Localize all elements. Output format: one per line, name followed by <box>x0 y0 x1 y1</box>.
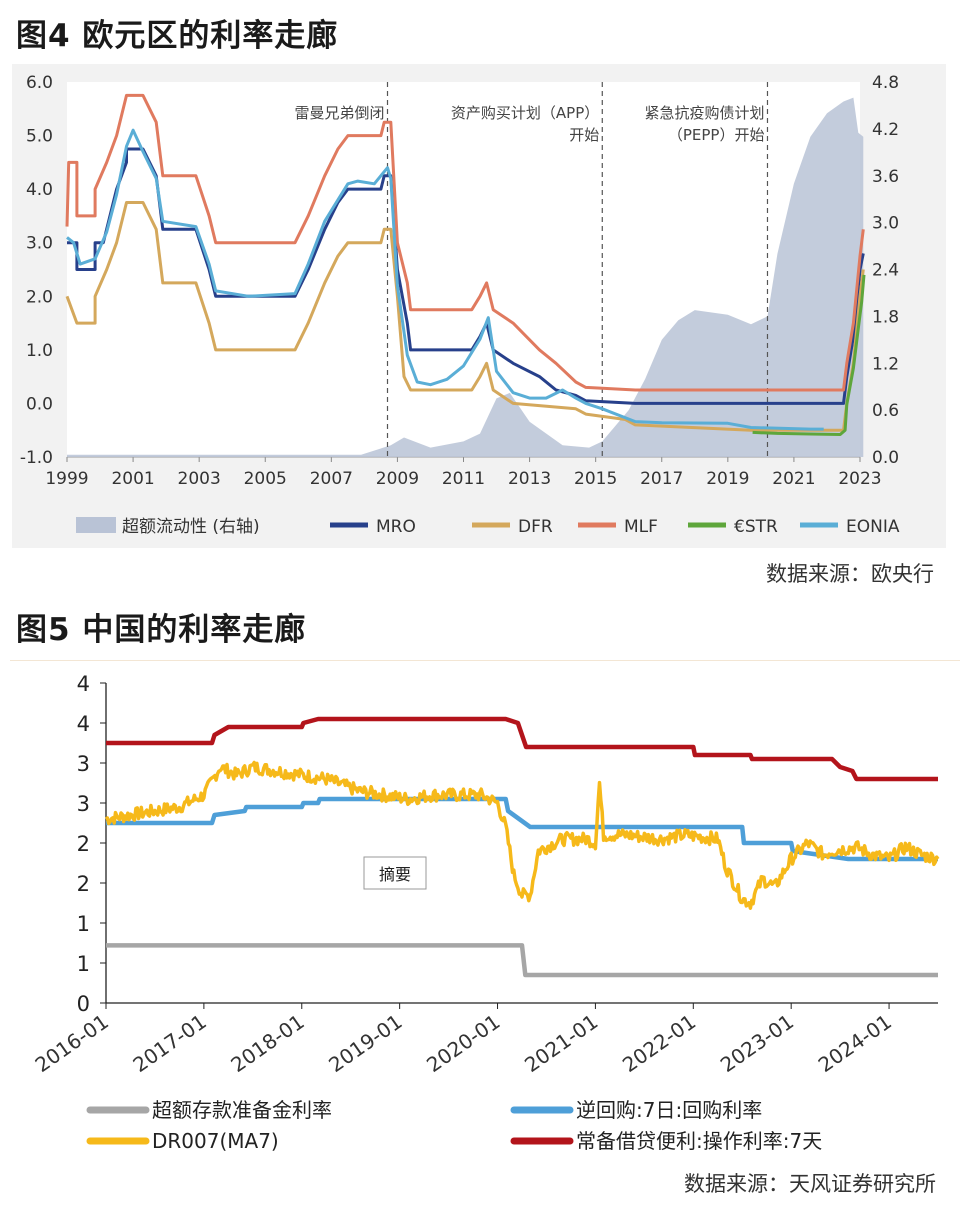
eurozone-chart-svg: 6.0 5.0 4.0 3.0 2.0 1.0 0.0 -1.0 4.8 4.2 3.6 3.0 2.4… <box>20 73 900 537</box>
event-annotation-text: 雷曼兄弟倒闭 <box>294 104 384 122</box>
series-line-7 <box>106 716 938 782</box>
y-right-tick-label: 0.6 <box>872 401 899 421</box>
legend-label: 常备借贷便利:操作利率:7天 <box>576 1129 822 1153</box>
event-annotation-text: 紧急抗疫购债计划 <box>644 104 764 122</box>
y-right-tick-label: 1.2 <box>872 354 899 374</box>
event-annotation-text: 资产购买计划（APP） <box>451 104 599 122</box>
x-tick-label: 1999 <box>45 469 88 489</box>
annotation-text: 摘要 <box>379 865 411 884</box>
legend-label: 超额流动性 (右轴) <box>122 517 260 537</box>
event-annotation-text: （PEPP）开始 <box>668 126 765 144</box>
y-left-tick-label: 1.0 <box>26 341 53 361</box>
x-tick-label: 2017-01 <box>129 1009 211 1077</box>
y-left-tick-label: 5.0 <box>26 127 53 147</box>
y-tick-label: 1 <box>77 912 90 936</box>
y-right-tick-label: 0.0 <box>872 448 899 468</box>
y-left-tick-label: 6.0 <box>26 73 53 93</box>
x-tick-label: 2024-01 <box>814 1009 896 1077</box>
y-left-tick-label: 0.0 <box>26 394 53 414</box>
series-line-dr007-ma7 <box>104 760 940 910</box>
figure-5-source: 数据来源：天风证券研究所 <box>684 1172 936 1196</box>
x-tick-label: 2001 <box>111 469 154 489</box>
x-tick-label: 2020-01 <box>422 1009 504 1077</box>
figure-4-title: 图4 欧元区的利率走廊 <box>16 18 339 54</box>
y-tick-label: 0 <box>77 992 90 1016</box>
series-line-mro <box>67 147 865 405</box>
x-tick-label: 2022-01 <box>618 1009 700 1077</box>
y-tick-label: 2 <box>77 872 90 896</box>
legend-label: MLF <box>624 517 658 537</box>
annotation-box <box>363 856 427 890</box>
legend-label: €STR <box>734 517 778 537</box>
eurozone-rate-corridor-chart: 6.0 5.0 4.0 3.0 2.0 1.0 0.0 -1.0 4.8 4.2 3.6 3.0 2.4… <box>12 64 946 548</box>
legend-label: EONIA <box>846 517 900 537</box>
legend-swatch <box>76 517 116 533</box>
series-line-series <box>106 943 938 978</box>
x-tick-label: 2018-01 <box>226 1009 308 1077</box>
legend-label: MRO <box>376 517 416 537</box>
legend-label: DR007(MA7) <box>152 1129 279 1153</box>
x-tick-label: 2009 <box>376 469 419 489</box>
x-tick-label: 2013 <box>508 469 551 489</box>
legend-label: DFR <box>518 517 553 537</box>
x-tick-label: 2017 <box>640 469 683 489</box>
y-right-tick-label: 4.8 <box>872 73 899 93</box>
figure-4-source: 数据来源：欧央行 <box>766 562 934 586</box>
y-left-tick-label: 4.0 <box>26 180 53 200</box>
figure-5-title: 图5 中国的利率走廊 <box>16 612 307 648</box>
y-tick-label: 1 <box>77 952 90 976</box>
x-tick-label: 2019-01 <box>324 1009 406 1077</box>
x-tick-label: 2005 <box>244 469 287 489</box>
series-line-dfr <box>65 201 865 432</box>
series-line-mlf <box>65 93 865 392</box>
x-tick-label: 2023-01 <box>716 1009 798 1077</box>
y-right-tick-label: 3.0 <box>872 214 899 234</box>
y-right-tick-label: 2.4 <box>872 261 899 281</box>
y-tick-label: 3 <box>77 752 90 776</box>
legend-label: 逆回购:7日:回购利率 <box>576 1098 762 1122</box>
china-rate-corridor-chart: 4 4 3 3 2 2 1 1 0 2016-01 2017-01 2018-01 2019-01 202… <box>10 660 960 1163</box>
x-tick-label: 2021 <box>772 469 815 489</box>
x-tick-label: 2007 <box>310 469 353 489</box>
y-left-tick-label: -1.0 <box>20 448 53 468</box>
y-tick-label: 4 <box>77 712 90 736</box>
event-annotation-text: 开始 <box>569 126 599 144</box>
y-right-tick-label: 4.2 <box>872 120 899 140</box>
y-right-tick-label: 3.6 <box>872 167 899 187</box>
x-tick-label: 2003 <box>178 469 221 489</box>
series-area-excess-liquidity <box>67 97 864 457</box>
y-tick-label: 2 <box>77 832 90 856</box>
y-right-tick-label: 1.8 <box>872 307 899 327</box>
series-line-7 <box>106 796 938 862</box>
series-line-str <box>752 274 866 436</box>
y-tick-label: 3 <box>77 792 90 816</box>
x-tick-label: 2015 <box>574 469 617 489</box>
x-tick-label: 2023 <box>838 469 881 489</box>
y-tick-label: 4 <box>77 672 90 696</box>
y-left-tick-label: 3.0 <box>26 234 53 254</box>
y-left-tick-label: 2.0 <box>26 287 53 307</box>
x-tick-label: 2011 <box>442 469 485 489</box>
x-tick-label: 2016-01 <box>31 1009 113 1077</box>
legend-label: 超额存款准备金利率 <box>152 1098 332 1122</box>
x-tick-label: 2021-01 <box>520 1009 602 1077</box>
series-line-eonia <box>66 128 824 431</box>
x-tick-label: 2019 <box>706 469 749 489</box>
